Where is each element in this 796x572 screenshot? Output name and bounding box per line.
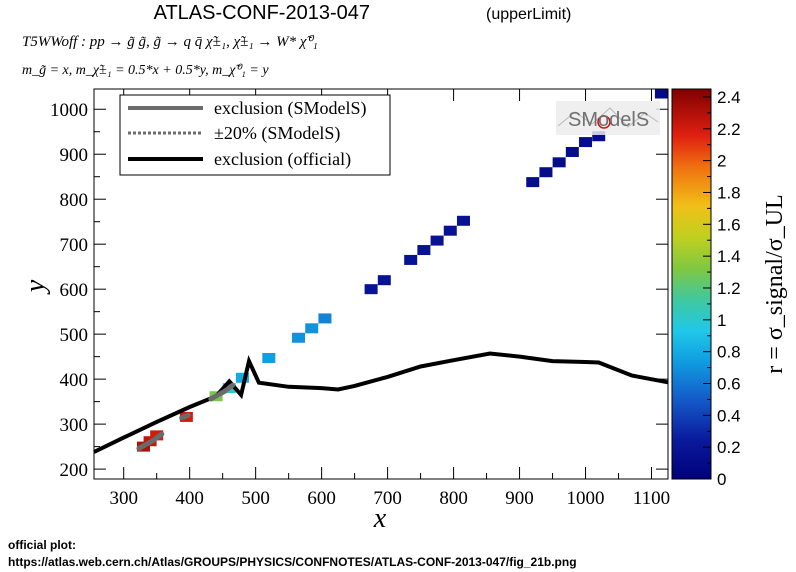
x-axis: 300 400 500 600 700 800 900 1000 1100 bbox=[109, 89, 670, 509]
colorbar-tick-label: 0.6 bbox=[717, 374, 741, 393]
heatmap-cell bbox=[443, 225, 457, 236]
heatmap-cell bbox=[235, 372, 249, 383]
x-tick-label: 600 bbox=[307, 488, 336, 509]
chart-title-note: (upperLimit) bbox=[486, 6, 571, 23]
x-tick-label: 1100 bbox=[633, 488, 670, 509]
footer-label: official plot: bbox=[8, 538, 76, 552]
colorbar-tick-label: 0 bbox=[717, 470, 726, 489]
y-tick-label: 600 bbox=[60, 280, 89, 301]
x-tick-label: 300 bbox=[109, 488, 138, 509]
y-axis-label: y bbox=[20, 279, 51, 295]
heatmap-cell bbox=[417, 245, 431, 256]
exclusion-lines bbox=[93, 351, 669, 454]
x-axis-label: x bbox=[373, 503, 387, 534]
legend-label-official: exclusion (official) bbox=[214, 149, 351, 170]
y-tick-label: 200 bbox=[60, 460, 89, 481]
smodels-logo: SModelS bbox=[556, 101, 660, 135]
x-tick-label: 400 bbox=[175, 488, 204, 509]
legend-label-smodels: exclusion (SModelS) bbox=[214, 98, 367, 119]
heatmap-cell bbox=[579, 137, 593, 148]
smodels-logo-text: SModelS bbox=[568, 109, 649, 131]
y-tick-label: 500 bbox=[60, 325, 89, 346]
x-tick-label: 700 bbox=[373, 488, 402, 509]
heatmap-cell bbox=[364, 284, 378, 295]
heatmap-cell bbox=[565, 146, 579, 157]
heatmap-cell bbox=[377, 275, 391, 286]
footer-url: https://atlas.web.cern.ch/Atlas/GROUPS/P… bbox=[8, 555, 577, 569]
colorbar-tick-label: 1.4 bbox=[717, 247, 741, 266]
subtitle-process: T5WWoff : pp → g̃ g̃, g̃ → q q̄ χ̃±₁, χ̃… bbox=[22, 34, 318, 50]
chart-title: ATLAS-CONF-2013-047 bbox=[154, 2, 370, 24]
colorbar-tick-label: 2.2 bbox=[717, 120, 741, 139]
y-tick-label: 1000 bbox=[50, 100, 88, 121]
heatmap-cell bbox=[292, 332, 306, 343]
official-exclusion-line bbox=[93, 351, 669, 454]
heatmap-cell bbox=[262, 352, 276, 363]
heatmap-cell bbox=[552, 157, 566, 168]
y-tick-label: 900 bbox=[60, 145, 89, 166]
subtitle-masses: m_g̃ = x, m_χ̃±₁ = 0.5*x + 0.5*y, m_χ̃⁰₁… bbox=[22, 63, 269, 78]
x-tick-label: 500 bbox=[241, 488, 270, 509]
legend: exclusion (SModelS) ±20% (SModelS) exclu… bbox=[119, 94, 391, 176]
y-tick-label: 400 bbox=[60, 370, 89, 391]
heatmap-cell bbox=[404, 254, 418, 265]
heatmap-cell bbox=[526, 177, 540, 188]
colorbar-tick-label: 1 bbox=[717, 311, 726, 330]
smodels-exclusion-segment bbox=[208, 382, 236, 402]
colorbar-tick-label: 0.4 bbox=[717, 406, 741, 425]
colorbar-tick-label: 1.6 bbox=[717, 215, 741, 234]
colorbar-tick-label: 1.8 bbox=[717, 183, 741, 202]
smodels-exclusion-segment bbox=[179, 411, 194, 421]
y-tick-label: 700 bbox=[60, 235, 89, 256]
smodels-exclusion-segment bbox=[136, 431, 165, 451]
heatmap-cell bbox=[430, 235, 444, 246]
colorbar-label: r = σ_signal/σ_UL bbox=[762, 194, 788, 373]
smodels-logo-o-mark bbox=[597, 115, 611, 129]
x-tick-label: 900 bbox=[505, 488, 534, 509]
x-tick-label: 800 bbox=[439, 488, 468, 509]
heatmap-cell bbox=[318, 313, 332, 324]
y-tick-label: 800 bbox=[60, 190, 89, 211]
colorbar-tick-label: 0.8 bbox=[717, 343, 741, 362]
heatmap-cell bbox=[592, 131, 606, 142]
colorbar-tick-label: 2 bbox=[717, 152, 726, 171]
x-tick-label: 1000 bbox=[567, 488, 605, 509]
y-axis: 200 300 400 500 600 700 800 900 1000 bbox=[50, 100, 668, 481]
colorbar-tick-label: 0.2 bbox=[717, 438, 741, 457]
smodels-logo-spray bbox=[557, 107, 659, 128]
legend-label-smodels-20: ±20% (SModelS) bbox=[214, 123, 340, 144]
heatmap-cell bbox=[539, 167, 553, 178]
colorbar-tick-label: 2.4 bbox=[717, 88, 741, 107]
plot-frame bbox=[93, 88, 669, 480]
colorbar-tick-label: 1.2 bbox=[717, 279, 741, 298]
colorbar-axis: 0 0.2 0.4 0.6 0.8 1 1.2 1.4 1.6 1.8 2 2.2 2.4 bbox=[703, 88, 741, 489]
colorbar bbox=[671, 88, 712, 480]
y-tick-label: 300 bbox=[60, 415, 89, 436]
heatmap-cell bbox=[456, 215, 470, 226]
heatmap-cell bbox=[305, 323, 319, 334]
heatmap-cell bbox=[654, 89, 668, 99]
